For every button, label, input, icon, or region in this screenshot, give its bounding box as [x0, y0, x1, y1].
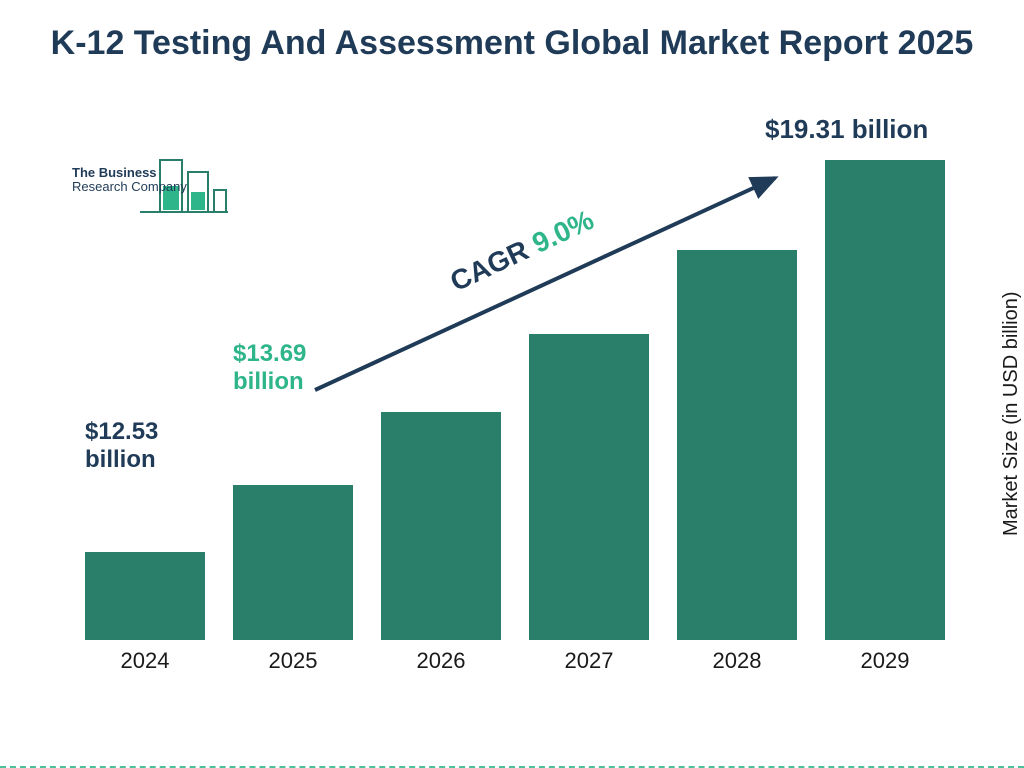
cagr-label: CAGR9.0% [445, 204, 598, 298]
y-axis-label: Market Size (in USD billion) [1001, 292, 1024, 537]
bar [381, 412, 501, 640]
x-tick-label: 2026 [381, 648, 501, 674]
bar [85, 552, 205, 640]
bar [677, 250, 797, 640]
x-tick-label: 2029 [825, 648, 945, 674]
chart-title: K-12 Testing And Assessment Global Marke… [0, 24, 1024, 63]
x-tick-label: 2025 [233, 648, 353, 674]
bar-chart: CAGR9.0% 2024 2025 2026 2027 2028 2029 $12.53… [85, 120, 955, 680]
value-label: $13.69billion [233, 340, 306, 395]
x-tick-label: 2027 [529, 648, 649, 674]
cagr-value: 9.0% [527, 204, 598, 259]
bar [529, 334, 649, 640]
bar [825, 160, 945, 640]
bar [233, 485, 353, 640]
x-tick-label: 2024 [85, 648, 205, 674]
value-label: $12.53billion [85, 418, 158, 473]
cagr-text: CAGR [445, 234, 533, 297]
x-tick-label: 2028 [677, 648, 797, 674]
value-label: $19.31 billion [765, 115, 928, 145]
